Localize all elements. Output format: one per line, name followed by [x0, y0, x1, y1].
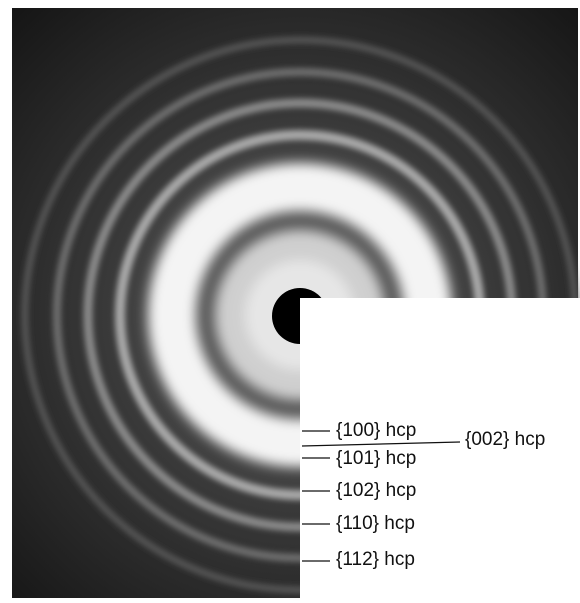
ring-label: {110} hcp: [336, 513, 415, 534]
ring-label: {101} hcp: [336, 448, 416, 469]
ring-label: {100} hcp: [336, 420, 416, 441]
ring-label: {002} hcp: [465, 429, 545, 450]
ring-label: {102} hcp: [336, 480, 416, 501]
page: {100} hcp {002} hcp {101} hcp {102} hcp …: [0, 0, 580, 603]
diffraction-figure: {100} hcp {002} hcp {101} hcp {102} hcp …: [0, 0, 580, 603]
ring-label: {112} hcp: [336, 549, 415, 570]
